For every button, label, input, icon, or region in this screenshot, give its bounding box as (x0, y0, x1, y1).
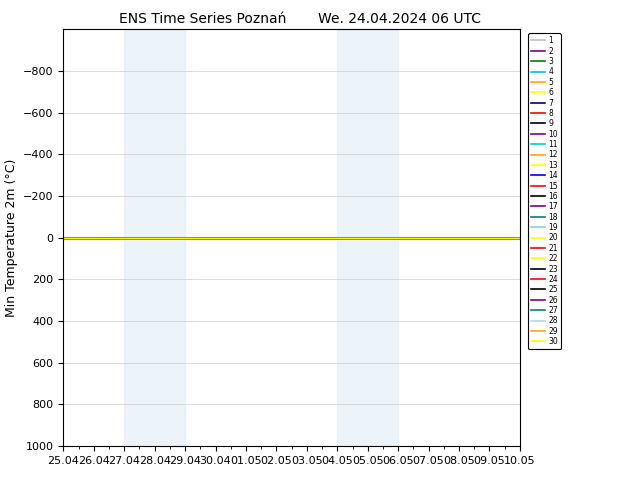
Legend: 1, 2, 3, 4, 5, 6, 7, 8, 9, 10, 11, 12, 13, 14, 15, 16, 17, 18, 19, 20, 21, 22, 2: 1, 2, 3, 4, 5, 6, 7, 8, 9, 10, 11, 12, 1… (528, 33, 561, 349)
Bar (337, 29, 398, 446)
Text: ENS Time Series Poznań: ENS Time Series Poznań (119, 12, 287, 26)
Bar (124, 29, 185, 446)
Text: We. 24.04.2024 06 UTC: We. 24.04.2024 06 UTC (318, 12, 481, 26)
Y-axis label: Min Temperature 2m (°C): Min Temperature 2m (°C) (4, 158, 18, 317)
